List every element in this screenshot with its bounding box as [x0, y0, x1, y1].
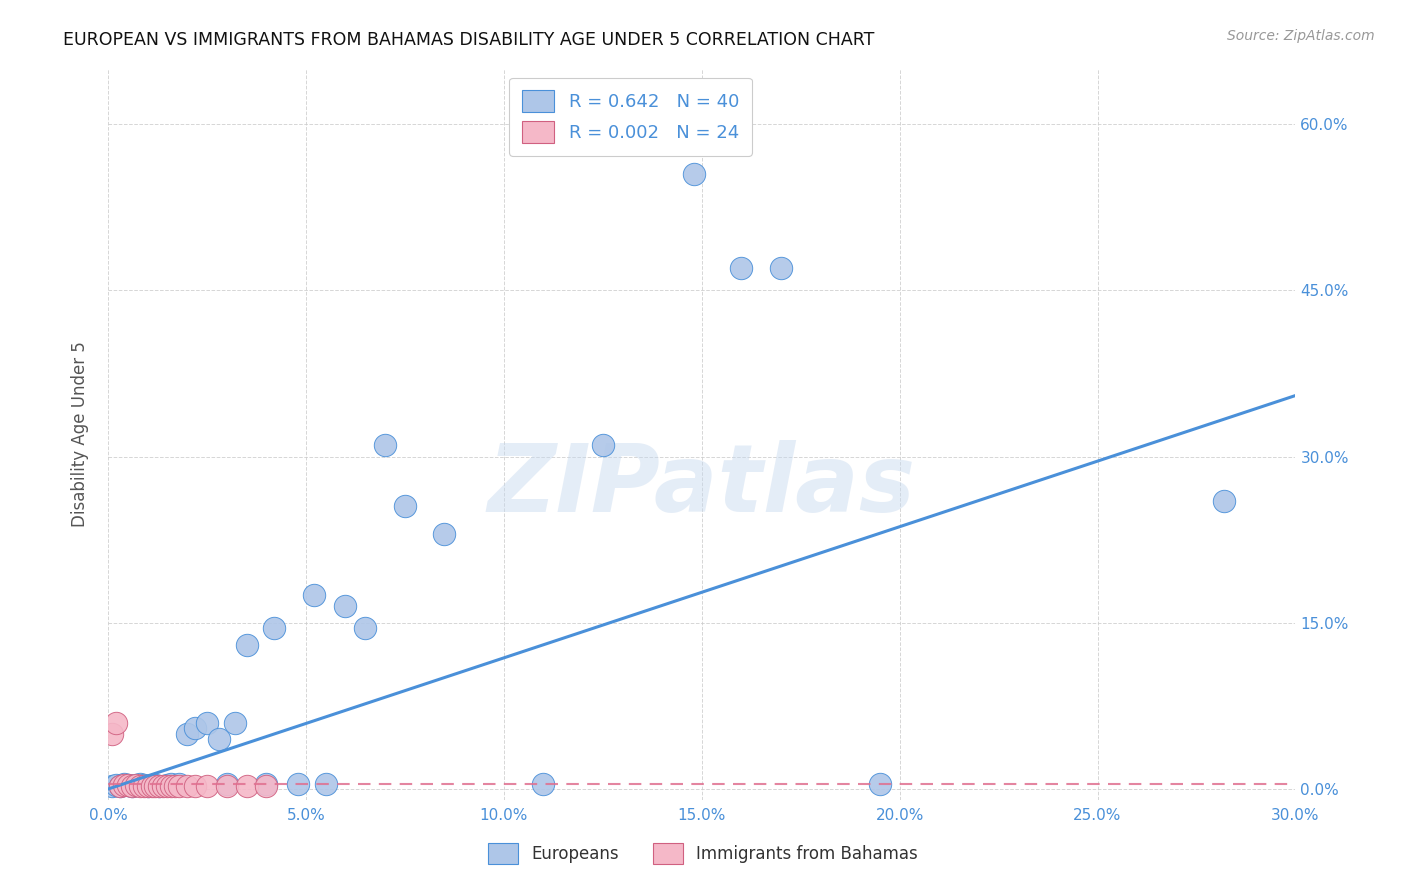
Point — [682, 167, 704, 181]
Point — [531, 776, 554, 790]
Point — [160, 776, 183, 790]
Point — [869, 776, 891, 790]
Point — [302, 588, 325, 602]
Text: ZIPatlas: ZIPatlas — [488, 440, 915, 532]
Point — [730, 261, 752, 276]
Point — [112, 776, 135, 790]
Point — [145, 778, 167, 792]
Text: Source: ZipAtlas.com: Source: ZipAtlas.com — [1227, 29, 1375, 43]
Point — [160, 779, 183, 793]
Point — [136, 779, 159, 793]
Legend: Europeans, Immigrants from Bahamas: Europeans, Immigrants from Bahamas — [482, 837, 924, 871]
Point — [195, 715, 218, 730]
Point — [184, 721, 207, 735]
Point — [254, 776, 277, 790]
Point — [374, 438, 396, 452]
Point — [156, 779, 179, 793]
Point — [1213, 493, 1236, 508]
Point — [117, 778, 139, 792]
Point — [108, 779, 131, 793]
Point — [156, 778, 179, 792]
Text: EUROPEAN VS IMMIGRANTS FROM BAHAMAS DISABILITY AGE UNDER 5 CORRELATION CHART: EUROPEAN VS IMMIGRANTS FROM BAHAMAS DISA… — [63, 31, 875, 49]
Point — [235, 779, 257, 793]
Point — [208, 732, 231, 747]
Point — [165, 779, 187, 793]
Point — [315, 776, 337, 790]
Point — [132, 778, 155, 792]
Point — [104, 778, 127, 792]
Point — [132, 779, 155, 793]
Point — [176, 726, 198, 740]
Point — [148, 779, 170, 793]
Point — [121, 779, 143, 793]
Point — [152, 779, 174, 793]
Point — [184, 779, 207, 793]
Point — [433, 527, 456, 541]
Point — [136, 779, 159, 793]
Point — [128, 776, 150, 790]
Point — [592, 438, 614, 452]
Legend: R = 0.642   N = 40, R = 0.002   N = 24: R = 0.642 N = 40, R = 0.002 N = 24 — [509, 78, 752, 156]
Point — [335, 599, 357, 614]
Point — [167, 776, 190, 790]
Point — [148, 779, 170, 793]
Point — [287, 776, 309, 790]
Point — [254, 779, 277, 793]
Point — [125, 778, 148, 792]
Point — [117, 778, 139, 792]
Point — [141, 779, 163, 793]
Point — [112, 778, 135, 792]
Point — [224, 715, 246, 730]
Point — [167, 779, 190, 793]
Point — [141, 778, 163, 792]
Point — [176, 779, 198, 793]
Point — [121, 779, 143, 793]
Point — [394, 500, 416, 514]
Point — [145, 779, 167, 793]
Point — [263, 621, 285, 635]
Point — [354, 621, 377, 635]
Point — [235, 638, 257, 652]
Point — [125, 778, 148, 792]
Point — [769, 261, 792, 276]
Point — [101, 726, 124, 740]
Point — [104, 715, 127, 730]
Point — [215, 776, 238, 790]
Point — [215, 779, 238, 793]
Point — [195, 779, 218, 793]
Point — [128, 779, 150, 793]
Point — [101, 779, 124, 793]
Point — [108, 779, 131, 793]
Y-axis label: Disability Age Under 5: Disability Age Under 5 — [72, 342, 89, 527]
